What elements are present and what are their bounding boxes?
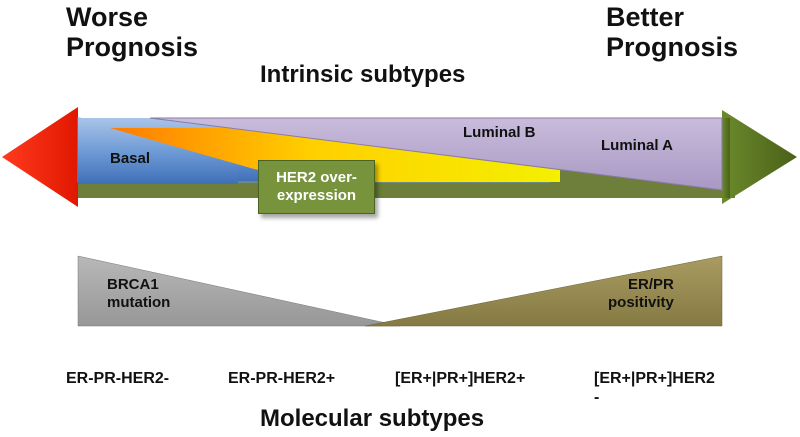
her2-overexpression-box: HER2 over- expression [258, 160, 375, 214]
luminal-b-label: Luminal B [463, 124, 536, 141]
er-pr-region [364, 255, 723, 327]
molecular-subtype-label: ER-PR-HER2+ [228, 370, 336, 387]
luminal-a-label: Luminal A [601, 137, 673, 154]
basal-label: Basal [110, 150, 151, 167]
better-prognosis-arrow [722, 110, 797, 204]
molecular-subtype-label: [ER+|PR+]HER2+ [395, 370, 526, 387]
er-pr-positivity-label: ER/PR positivity [608, 276, 674, 311]
intrinsic-subtypes-heading: Intrinsic subtypes [260, 61, 466, 88]
luminal-region [149, 117, 723, 191]
her2-overexpression-label: HER2 over- expression [276, 169, 357, 204]
worse-prognosis-label: Worse Prognosis [66, 2, 199, 62]
molecular-subtypes-heading: Molecular subtypes [260, 405, 485, 432]
molecular-subtype-label: ER-PR-HER2- [66, 370, 170, 387]
arrow-shaft-right [722, 118, 730, 198]
molecular-subtype-label: [ER+|PR+]HER2 - [594, 370, 715, 406]
brca1-mutation-label: BRCA1 mutation [107, 276, 171, 311]
better-prognosis-label: Better Prognosis [606, 2, 739, 62]
worse-prognosis-arrow [2, 107, 78, 207]
brca1-region [77, 255, 401, 327]
